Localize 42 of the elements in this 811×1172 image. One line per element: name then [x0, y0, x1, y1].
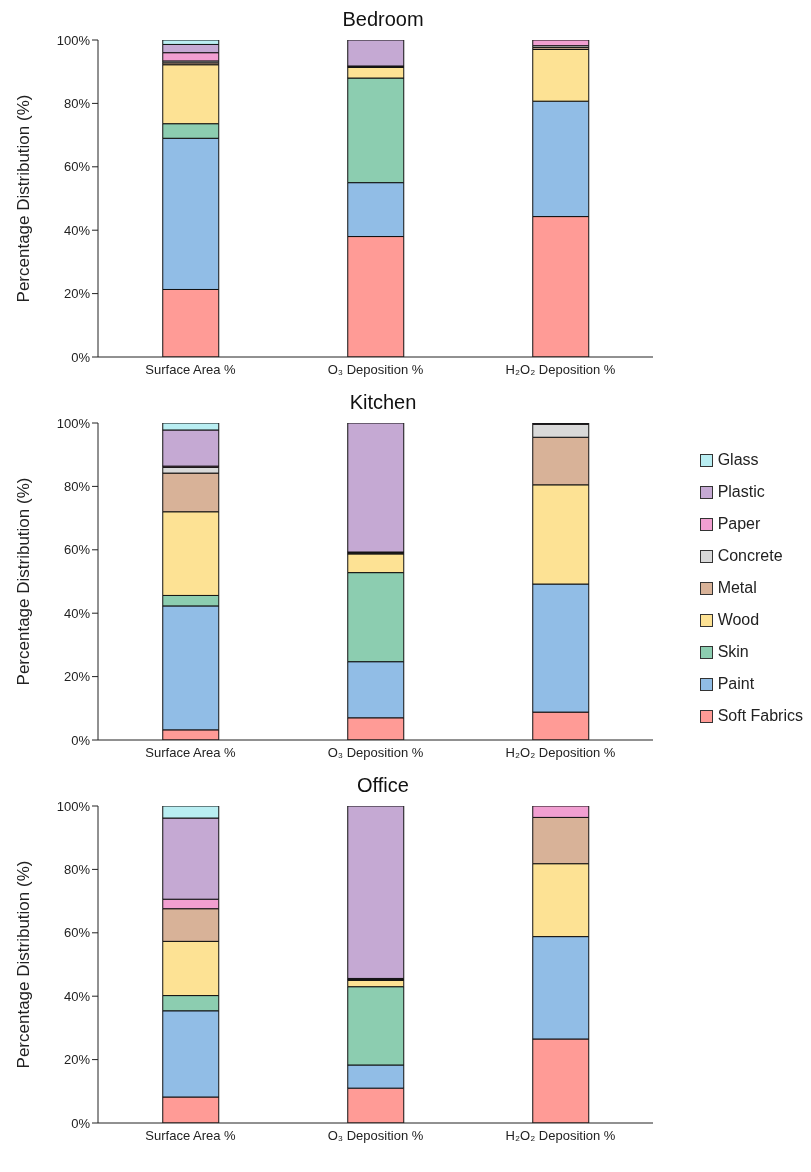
y-tick-label: 40% — [63, 222, 91, 238]
x-tick-label: H₂O₂ Deposition % — [505, 362, 616, 378]
y-tick-label: 40% — [63, 605, 91, 621]
y-tick-label: 20% — [63, 286, 91, 302]
chart-title: Office — [356, 774, 410, 797]
legend-label: Paper — [717, 515, 761, 533]
y-axis-title: Percentage Distribution (%) — [14, 477, 34, 686]
y-axis-title: Percentage Distribution (%) — [14, 94, 34, 303]
y-tick-label: 100% — [56, 415, 91, 431]
x-tick-label: O₃ Deposition % — [327, 745, 424, 761]
x-tick-label: O₃ Deposition % — [327, 362, 424, 378]
x-tick-label: Surface Area % — [145, 362, 237, 378]
y-tick-label: 20% — [63, 1052, 91, 1068]
x-tick-label: O₃ Deposition % — [327, 1128, 424, 1144]
y-tick-label: 0% — [71, 732, 91, 748]
legend-label: Skin — [717, 643, 749, 661]
y-axis-title: Percentage Distribution (%) — [14, 860, 34, 1069]
chart-title: Bedroom — [341, 8, 425, 31]
legend-label: Plastic — [717, 483, 765, 501]
legend-label: Metal — [717, 579, 757, 597]
legend-label: Wood — [717, 611, 760, 629]
y-tick-label: 0% — [71, 1115, 91, 1131]
chart-title: Kitchen — [348, 391, 418, 414]
y-tick-label: 60% — [63, 925, 91, 941]
y-tick-label: 100% — [56, 798, 91, 814]
legend-label: Paint — [717, 675, 755, 693]
legend-label: Concrete — [717, 547, 783, 565]
y-tick-label: 40% — [63, 988, 91, 1004]
y-tick-label: 80% — [63, 862, 91, 878]
x-tick-label: Surface Area % — [145, 1128, 237, 1144]
y-tick-label: 20% — [63, 669, 91, 685]
y-tick-label: 0% — [71, 349, 91, 365]
x-tick-label: Surface Area % — [145, 745, 237, 761]
y-tick-label: 100% — [56, 32, 91, 48]
y-tick-label: 80% — [63, 96, 91, 112]
x-tick-label: H₂O₂ Deposition % — [505, 1128, 616, 1144]
x-tick-label: H₂O₂ Deposition % — [505, 745, 616, 761]
y-tick-label: 60% — [63, 159, 91, 175]
legend-label: Glass — [717, 451, 759, 469]
y-tick-label: 60% — [63, 542, 91, 558]
legend-label: Soft Fabrics — [717, 707, 803, 725]
y-tick-label: 80% — [63, 479, 91, 495]
